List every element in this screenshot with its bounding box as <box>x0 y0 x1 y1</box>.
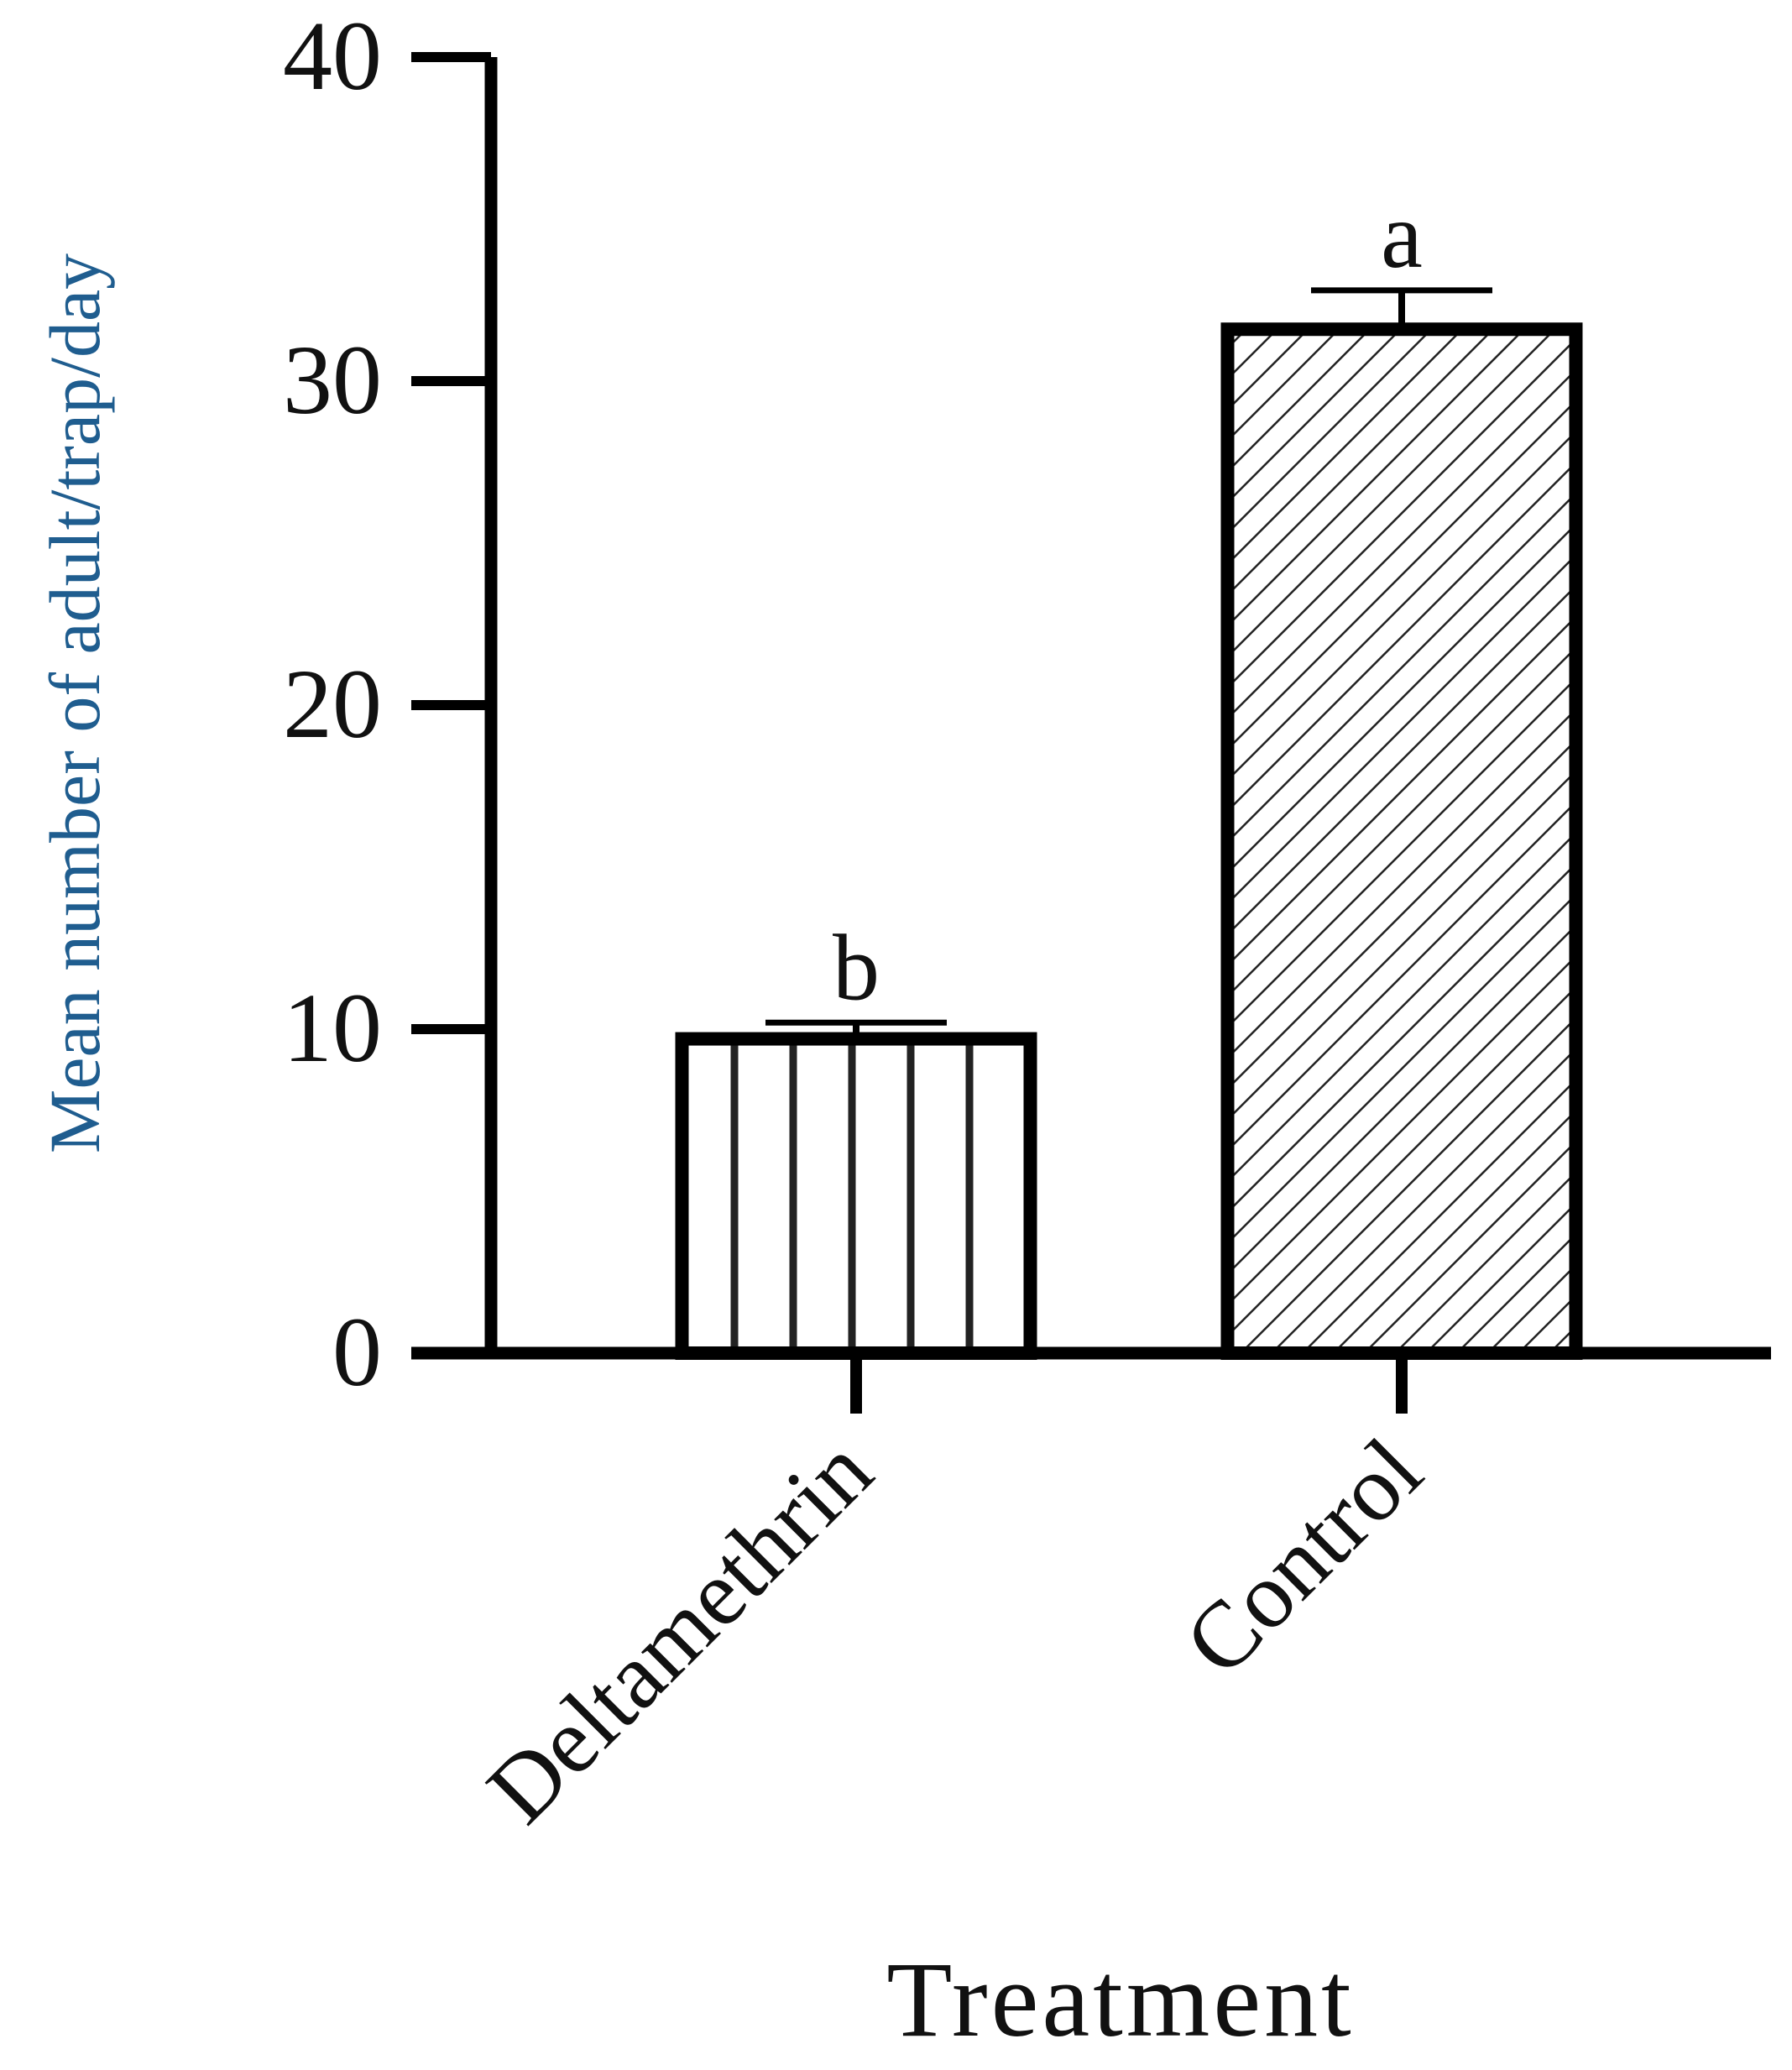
y-axis-title-text: Mean number of adult/trap/day <box>34 254 115 1153</box>
x-axis-title: Treatment <box>886 1940 1354 2059</box>
bars: ba <box>675 184 1583 1360</box>
axes <box>411 57 1771 1414</box>
significance-letter: a <box>1381 184 1423 288</box>
y-tick-label: 10 <box>283 973 382 1083</box>
y-ticks: 0 10 20 30 40 <box>283 1 491 1407</box>
x-category-label: Deltamethrin <box>468 1419 892 1843</box>
bar-deltamethrin: b <box>675 916 1037 1360</box>
bar-rect <box>675 1032 1037 1360</box>
x-category-label: Control <box>1165 1419 1442 1696</box>
bar-rect <box>1220 322 1583 1360</box>
y-axis-title: Mean number of adult/trap/day <box>34 254 115 1153</box>
y-tick-label: 30 <box>283 325 382 435</box>
y-tick-label: 20 <box>283 649 382 759</box>
bar-control: a <box>1220 184 1583 1360</box>
significance-letter: b <box>833 916 880 1020</box>
category-labels: Deltamethrin Control <box>468 1419 1442 1843</box>
y-tick-label: 40 <box>283 1 382 111</box>
y-tick-label: 0 <box>332 1297 382 1407</box>
